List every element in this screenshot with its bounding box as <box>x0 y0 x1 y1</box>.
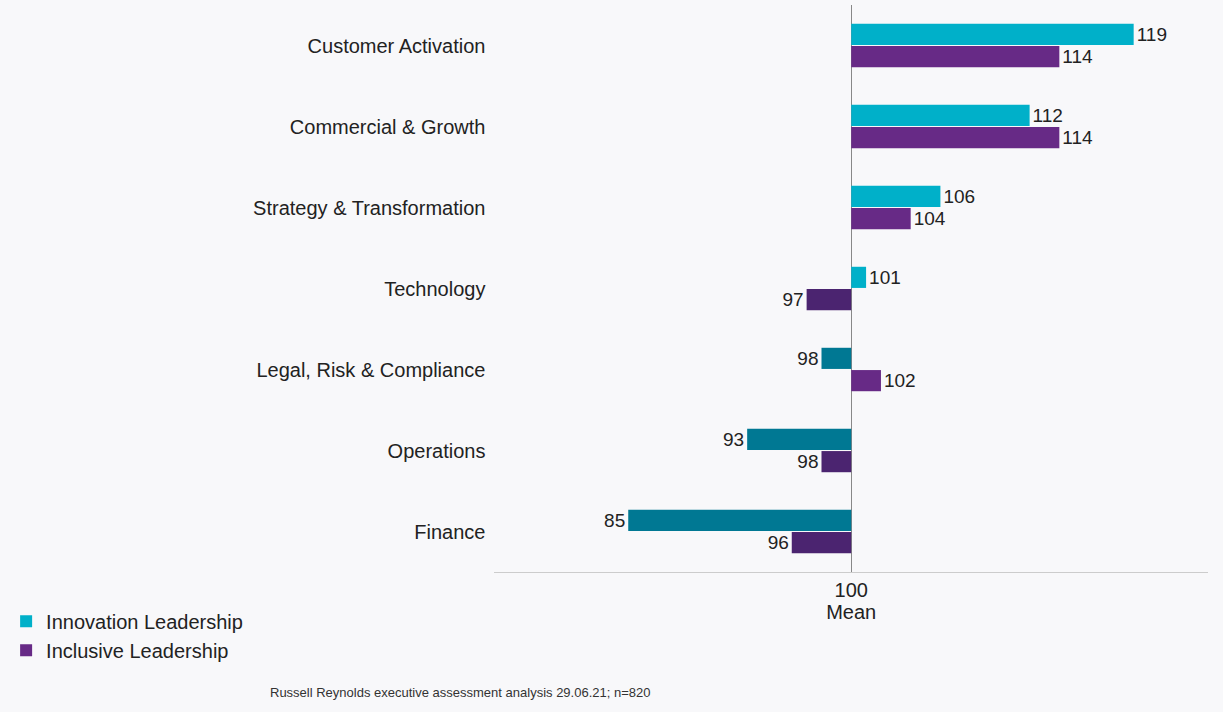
svg-text:Inclusive Leadership: Inclusive Leadership <box>46 640 228 662</box>
svg-text:Commercial & Growth: Commercial & Growth <box>290 116 486 138</box>
svg-text:98: 98 <box>797 451 818 472</box>
svg-text:85: 85 <box>604 510 625 531</box>
svg-text:96: 96 <box>768 532 789 553</box>
svg-text:102: 102 <box>884 370 916 391</box>
svg-text:106: 106 <box>943 186 975 207</box>
svg-text:Customer Activation: Customer Activation <box>308 35 486 57</box>
svg-text:Mean: Mean <box>826 601 876 623</box>
svg-text:112: 112 <box>1033 105 1063 126</box>
svg-text:Operations: Operations <box>388 440 486 462</box>
svg-text:Innovation Leadership: Innovation Leadership <box>46 611 243 633</box>
svg-text:98: 98 <box>797 348 818 369</box>
svg-text:Legal, Risk & Compliance: Legal, Risk & Compliance <box>256 359 485 381</box>
svg-text:Finance: Finance <box>414 521 485 543</box>
svg-text:101: 101 <box>869 267 901 288</box>
svg-text:97: 97 <box>782 289 803 310</box>
svg-text:104: 104 <box>914 208 946 229</box>
svg-text:114: 114 <box>1062 127 1093 148</box>
svg-text:Strategy & Transformation: Strategy & Transformation <box>253 197 485 219</box>
svg-text:119: 119 <box>1137 24 1167 45</box>
svg-text:93: 93 <box>723 429 744 450</box>
svg-text:Russell Reynolds executive ass: Russell Reynolds executive assessment an… <box>270 685 650 700</box>
svg-text:100: 100 <box>835 579 868 601</box>
svg-text:114: 114 <box>1062 46 1093 67</box>
svg-text:Technology: Technology <box>384 278 485 300</box>
